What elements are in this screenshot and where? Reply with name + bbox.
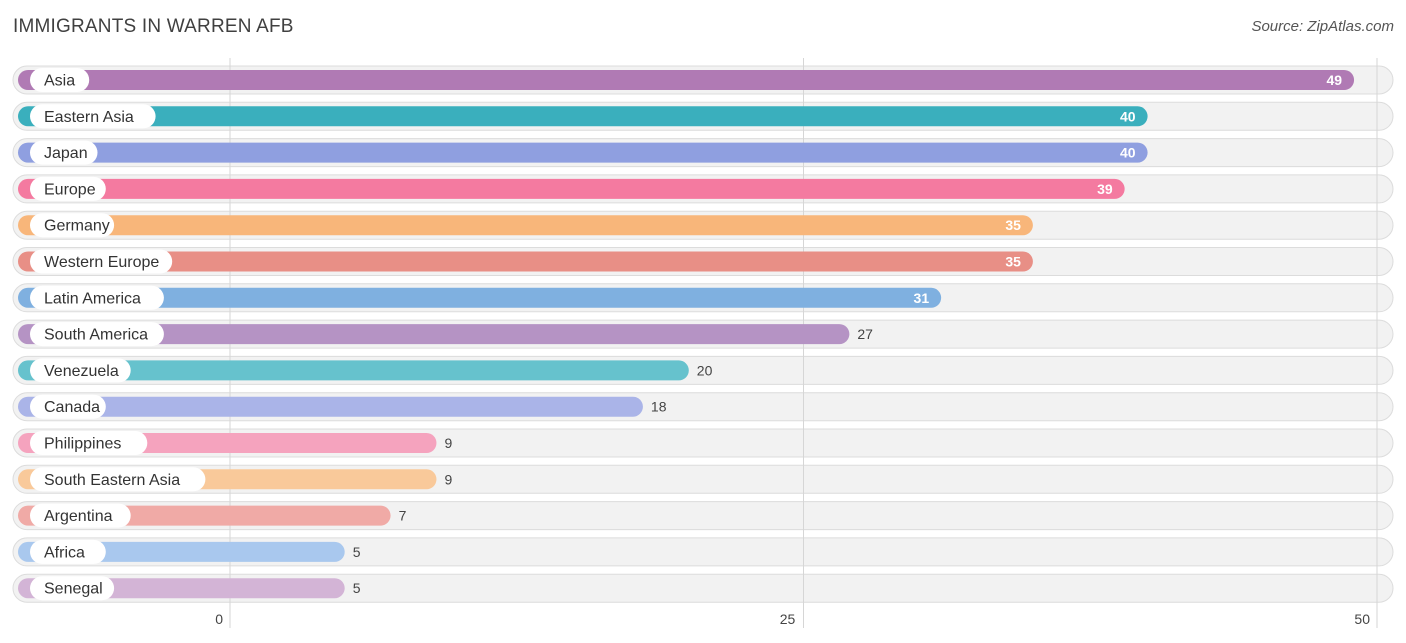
data-label: 35 [1005, 254, 1021, 270]
data-label: 7 [399, 508, 407, 524]
bar [18, 106, 1148, 127]
category-label: South America [44, 327, 148, 344]
data-label: 5 [353, 580, 361, 596]
x-tick-label: 25 [780, 611, 796, 627]
data-label: 49 [1326, 72, 1342, 88]
data-label: 5 [353, 544, 361, 560]
data-label: 18 [651, 399, 667, 415]
category-label-pill [30, 503, 131, 528]
category-label: Germany [44, 218, 110, 235]
category-label-pill [30, 431, 148, 455]
category-label: Senegal [44, 581, 103, 598]
bar [18, 215, 1033, 236]
bar [18, 360, 689, 381]
category-label: Eastern Asia [44, 109, 134, 126]
category-label-pill [30, 68, 90, 92]
bar [18, 70, 1355, 90]
category-label: Venezuela [44, 363, 119, 380]
chart-source: Source: ZipAtlas.com [1251, 18, 1394, 35]
category-label: Europe [44, 181, 96, 198]
bar-group: South Eastern Asia 9 [18, 467, 452, 492]
bars: Asia 49 Eastern Asia 40 Japan 40 Europe 39 Germa… [18, 68, 1355, 601]
bar [18, 396, 643, 417]
bar-group: Philippines 9 [18, 431, 452, 455]
x-axis-ticks: 0 25 50 [215, 611, 1370, 627]
x-tick-label: 50 [1354, 611, 1370, 627]
bar-group: Japan 40 [18, 140, 1148, 165]
category-label-pill [30, 576, 115, 601]
category-label-pill [30, 394, 106, 419]
data-label: 35 [1005, 217, 1021, 233]
data-label: 20 [697, 362, 713, 378]
bar [18, 287, 942, 308]
data-label: 27 [857, 326, 873, 342]
category-label: Philippines [44, 436, 121, 453]
category-label-pill [30, 467, 206, 492]
category-label: Japan [44, 145, 88, 162]
bar-group: Senegal 5 [18, 576, 361, 601]
bar [18, 324, 850, 345]
bar-group: Europe 39 [18, 176, 1125, 201]
category-label: Africa [44, 544, 85, 561]
bar-group: Germany 35 [18, 213, 1033, 238]
row-background [12, 573, 1394, 603]
category-label: Latin America [44, 290, 141, 307]
category-label: Argentina [44, 508, 113, 525]
bar-group: Latin America 31 [18, 285, 942, 310]
bar-group: South America 27 [18, 322, 873, 347]
category-label-pill [30, 213, 115, 238]
category-label: Canada [44, 399, 100, 416]
bar [18, 142, 1148, 163]
category-label-pill [30, 140, 98, 165]
category-label-pill [30, 249, 173, 274]
row-background [12, 537, 1394, 567]
category-label-pill [30, 539, 106, 564]
category-label: Asia [44, 73, 75, 90]
bar-group: Western Europe 35 [18, 249, 1033, 274]
data-label: 40 [1120, 145, 1136, 161]
category-label-pill [30, 358, 131, 383]
category-label: Western Europe [44, 254, 159, 271]
data-label: 39 [1097, 181, 1113, 197]
data-label: 31 [914, 290, 930, 306]
bar [18, 251, 1033, 272]
category-label-pill [30, 176, 106, 201]
category-label-pill [30, 322, 164, 347]
bar-group: Africa 5 [18, 539, 361, 564]
data-label: 9 [444, 435, 452, 451]
bar-group: Canada 18 [18, 394, 667, 419]
x-tick-label: 0 [215, 611, 223, 627]
data-label: 40 [1120, 108, 1136, 124]
chart-title: IMMIGRANTS IN WARREN AFB [13, 16, 294, 37]
bar-group: Asia 49 [18, 68, 1355, 92]
data-label: 9 [444, 471, 452, 487]
bar-group: Eastern Asia 40 [18, 104, 1148, 129]
bar [18, 178, 1125, 199]
category-label-pill [30, 104, 156, 129]
bar-group: Venezuela 20 [18, 358, 713, 383]
category-label-pill [30, 285, 164, 310]
bar-group: Argentina 7 [18, 503, 407, 528]
category-label: South Eastern Asia [44, 472, 180, 489]
